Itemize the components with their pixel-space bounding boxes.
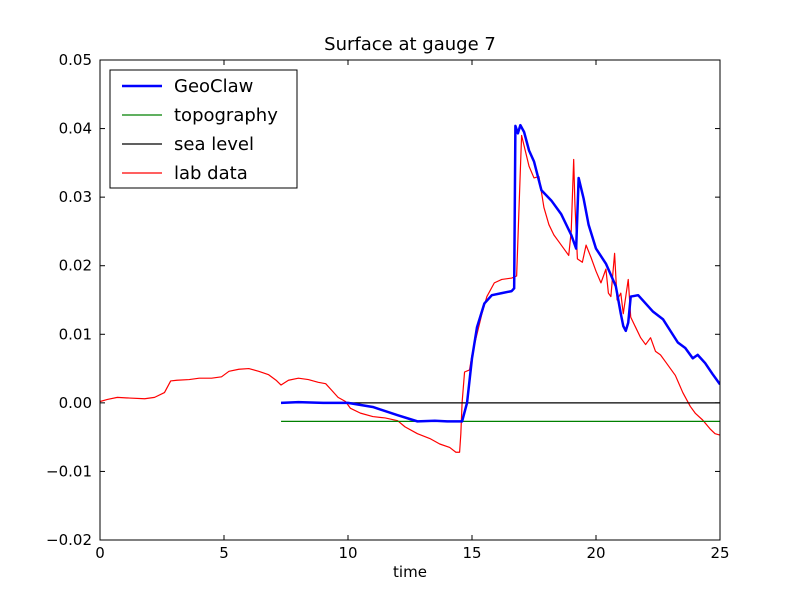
y-tick-label: 0.02 [59, 257, 92, 275]
x-axis-label: time [393, 563, 427, 581]
x-tick-label: 0 [95, 544, 105, 562]
y-tick-label: 0.01 [59, 325, 92, 343]
x-tick-label: 25 [710, 544, 729, 562]
legend-label-topography: topography [174, 105, 278, 126]
x-tick-label: 15 [462, 544, 481, 562]
legend-label-geoclaw: GeoClaw [174, 76, 253, 97]
series-line-geoclaw [280, 123, 720, 423]
y-tick-label: −0.02 [46, 531, 92, 549]
legend-label-lab-data: lab data [174, 163, 248, 184]
y-tick-label: 0.03 [59, 188, 92, 206]
legend-label-sea-level: sea level [174, 134, 254, 155]
x-tick-label: 5 [219, 544, 229, 562]
x-tick-label: 20 [586, 544, 605, 562]
plot-frame [99, 59, 721, 541]
y-tick-label: 0.05 [59, 51, 92, 69]
legend: GeoClaw topography sea level lab data [109, 69, 298, 189]
series-group [100, 123, 720, 453]
x-tick-label: 10 [338, 544, 357, 562]
y-tick-label: −0.01 [46, 462, 92, 480]
y-tick-label: 0.00 [59, 394, 92, 412]
y-tick-label: 0.04 [59, 120, 92, 138]
legend-box [109, 69, 298, 189]
ticks-group: 0 5 10 15 20 25 −0.02 −0.01 0.00 0.01 0.02 0.03 0.04… [46, 51, 730, 562]
chart-title: Surface at gauge 7 [324, 34, 496, 55]
